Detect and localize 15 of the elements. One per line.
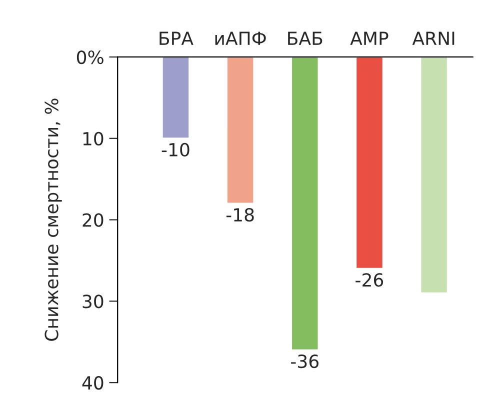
y-tick-label: 10	[83, 132, 104, 146]
y-axis-title: Снижение смертности, %	[44, 98, 62, 341]
x-tick-label: иАПФ	[215, 32, 266, 45]
data-label: -10	[162, 142, 190, 157]
y-tick-label: 0%	[76, 50, 104, 64]
x-tick-label: БАБ	[288, 32, 322, 45]
x-tick-label: ARNI	[412, 32, 454, 45]
x-tick-label: АМР	[350, 32, 388, 45]
data-label: -18	[226, 208, 254, 222]
y-tick-label: 40	[82, 376, 104, 390]
data-label: -36	[291, 354, 318, 368]
x-tick-label: БРА	[160, 32, 194, 45]
y-tick-label: 20	[82, 213, 104, 227]
data-label: -26	[356, 273, 384, 287]
y-tick-label: 30	[82, 294, 104, 308]
